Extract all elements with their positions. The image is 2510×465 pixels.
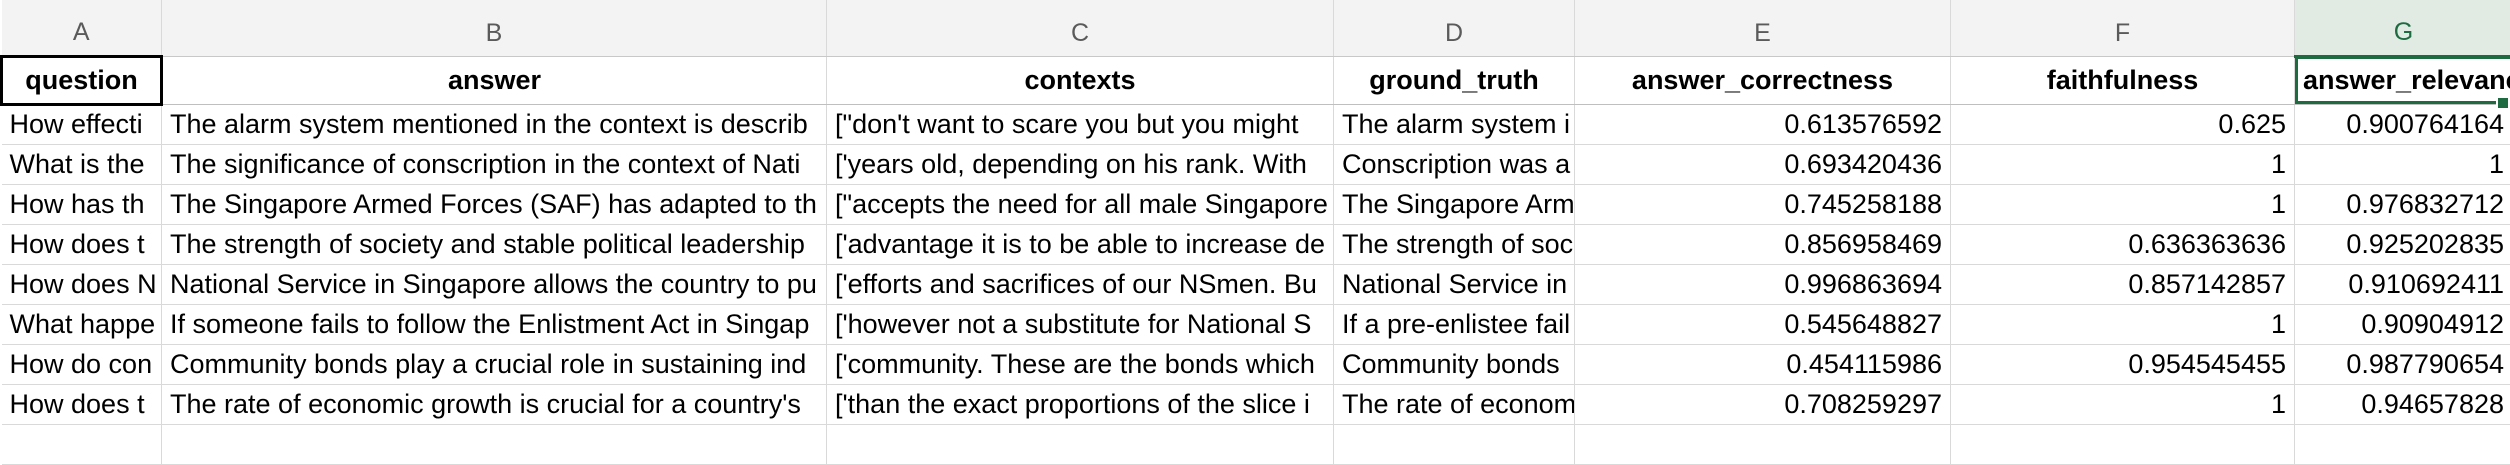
cell-faithfulness[interactable]: 1 — [1951, 144, 2295, 184]
cell-contexts[interactable]: ['community. These are the bonds which — [827, 344, 1334, 384]
empty-cell[interactable] — [1951, 424, 2295, 464]
cell-ground-truth[interactable]: If a pre-enlistee fail — [1334, 304, 1575, 344]
column-header-a[interactable]: A — [2, 0, 162, 56]
column-header-row: A B C D E F G — [2, 0, 2510, 56]
cell-ground-truth[interactable]: The Singapore Arm — [1334, 184, 1575, 224]
cell-answer[interactable]: If someone fails to follow the Enlistmen… — [162, 304, 827, 344]
cell-answer-relevancy[interactable]: 0.94657828 — [2295, 384, 2510, 424]
cell-question[interactable]: How does t — [2, 384, 162, 424]
cell-answer-correctness[interactable]: 0.545648827 — [1575, 304, 1951, 344]
cell-contexts[interactable]: ["accepts the need for all male Singapor… — [827, 184, 1334, 224]
cell-header-contexts[interactable]: contexts — [827, 56, 1334, 104]
cell-answer-correctness[interactable]: 0.996863694 — [1575, 264, 1951, 304]
column-header-f[interactable]: F — [1951, 0, 2295, 56]
empty-cell[interactable] — [827, 424, 1334, 464]
cell-faithfulness[interactable]: 1 — [1951, 384, 2295, 424]
cell-answer[interactable]: Community bonds play a crucial role in s… — [162, 344, 827, 384]
grid-body: question answer contexts ground_truth an… — [2, 56, 2510, 464]
cell-answer-relevancy[interactable]: 0.910692411 — [2295, 264, 2510, 304]
cell-contexts[interactable]: ['efforts and sacrifices of our NSmen. B… — [827, 264, 1334, 304]
cell-faithfulness[interactable]: 0.625 — [1951, 104, 2295, 144]
cell-contexts[interactable]: ['than the exact proportions of the slic… — [827, 384, 1334, 424]
cell-contexts[interactable]: ['years old, depending on his rank. With — [827, 144, 1334, 184]
cell-answer[interactable]: The alarm system mentioned in the contex… — [162, 104, 827, 144]
cell-answer-correctness[interactable]: 0.856958469 — [1575, 224, 1951, 264]
cell-faithfulness[interactable]: 0.857142857 — [1951, 264, 2295, 304]
cell-answer-relevancy[interactable]: 0.90904912 — [2295, 304, 2510, 344]
cell-header-question[interactable]: question — [2, 56, 162, 104]
cell-answer-correctness[interactable]: 0.613576592 — [1575, 104, 1951, 144]
cell-answer-relevancy[interactable]: 0.900764164 — [2295, 104, 2510, 144]
cell-faithfulness[interactable]: 1 — [1951, 304, 2295, 344]
selection-fill-handle[interactable] — [2496, 96, 2510, 110]
cell-answer-correctness[interactable]: 0.693420436 — [1575, 144, 1951, 184]
cell-header-faithfulness[interactable]: faithfulness — [1951, 56, 2295, 104]
cell-answer-correctness[interactable]: 0.745258188 — [1575, 184, 1951, 224]
cell-ground-truth[interactable]: The alarm system i — [1334, 104, 1575, 144]
cell-answer[interactable]: The Singapore Armed Forces (SAF) has ada… — [162, 184, 827, 224]
cell-question[interactable]: How does N — [2, 264, 162, 304]
cell-answer-relevancy[interactable]: 0.925202835 — [2295, 224, 2510, 264]
column-header-d[interactable]: D — [1334, 0, 1575, 56]
cell-contexts[interactable]: ['however not a substitute for National … — [827, 304, 1334, 344]
cell-contexts[interactable]: ["don't want to scare you but you might — [827, 104, 1334, 144]
column-header-g[interactable]: G — [2295, 0, 2510, 56]
table-header-row: question answer contexts ground_truth an… — [2, 56, 2510, 104]
cell-answer-relevancy[interactable]: 1 — [2295, 144, 2510, 184]
cell-answer-relevancy[interactable]: 0.987790654 — [2295, 344, 2510, 384]
cell-answer[interactable]: The rate of economic growth is crucial f… — [162, 384, 827, 424]
cell-header-answer[interactable]: answer — [162, 56, 827, 104]
cell-answer[interactable]: National Service in Singapore allows the… — [162, 264, 827, 304]
cell-answer-correctness[interactable]: 0.454115986 — [1575, 344, 1951, 384]
cell-question[interactable]: What happe — [2, 304, 162, 344]
empty-cell[interactable] — [2, 424, 162, 464]
empty-row — [2, 424, 2510, 464]
cell-header-answer-correctness[interactable]: answer_correctness — [1575, 56, 1951, 104]
cell-question[interactable]: How effecti — [2, 104, 162, 144]
cell-header-ground-truth[interactable]: ground_truth — [1334, 56, 1575, 104]
cell-question[interactable]: What is the — [2, 144, 162, 184]
cell-ground-truth[interactable]: The rate of econom — [1334, 384, 1575, 424]
cell-answer-relevancy[interactable]: 0.976832712 — [2295, 184, 2510, 224]
empty-cell[interactable] — [162, 424, 827, 464]
cell-answer[interactable]: The significance of conscription in the … — [162, 144, 827, 184]
cell-faithfulness[interactable]: 1 — [1951, 184, 2295, 224]
cell-header-answer-relevancy[interactable]: answer_relevancy — [2295, 56, 2510, 104]
cell-faithfulness[interactable]: 0.636363636 — [1951, 224, 2295, 264]
cell-question[interactable]: How does t — [2, 224, 162, 264]
cell-contexts[interactable]: ['advantage it is to be able to increase… — [827, 224, 1334, 264]
empty-cell[interactable] — [2295, 424, 2510, 464]
column-header-b[interactable]: B — [162, 0, 827, 56]
cell-answer[interactable]: The strength of society and stable polit… — [162, 224, 827, 264]
column-header-c[interactable]: C — [827, 0, 1334, 56]
cell-ground-truth[interactable]: Conscription was a — [1334, 144, 1575, 184]
cell-ground-truth[interactable]: The strength of soc — [1334, 224, 1575, 264]
column-header-e[interactable]: E — [1575, 0, 1951, 56]
cell-answer-correctness[interactable]: 0.708259297 — [1575, 384, 1951, 424]
cell-faithfulness[interactable]: 0.954545455 — [1951, 344, 2295, 384]
empty-cell[interactable] — [1575, 424, 1951, 464]
cell-question[interactable]: How do con — [2, 344, 162, 384]
cell-ground-truth[interactable]: Community bonds — [1334, 344, 1575, 384]
cell-question[interactable]: How has th — [2, 184, 162, 224]
empty-cell[interactable] — [1334, 424, 1575, 464]
cell-ground-truth[interactable]: National Service in — [1334, 264, 1575, 304]
